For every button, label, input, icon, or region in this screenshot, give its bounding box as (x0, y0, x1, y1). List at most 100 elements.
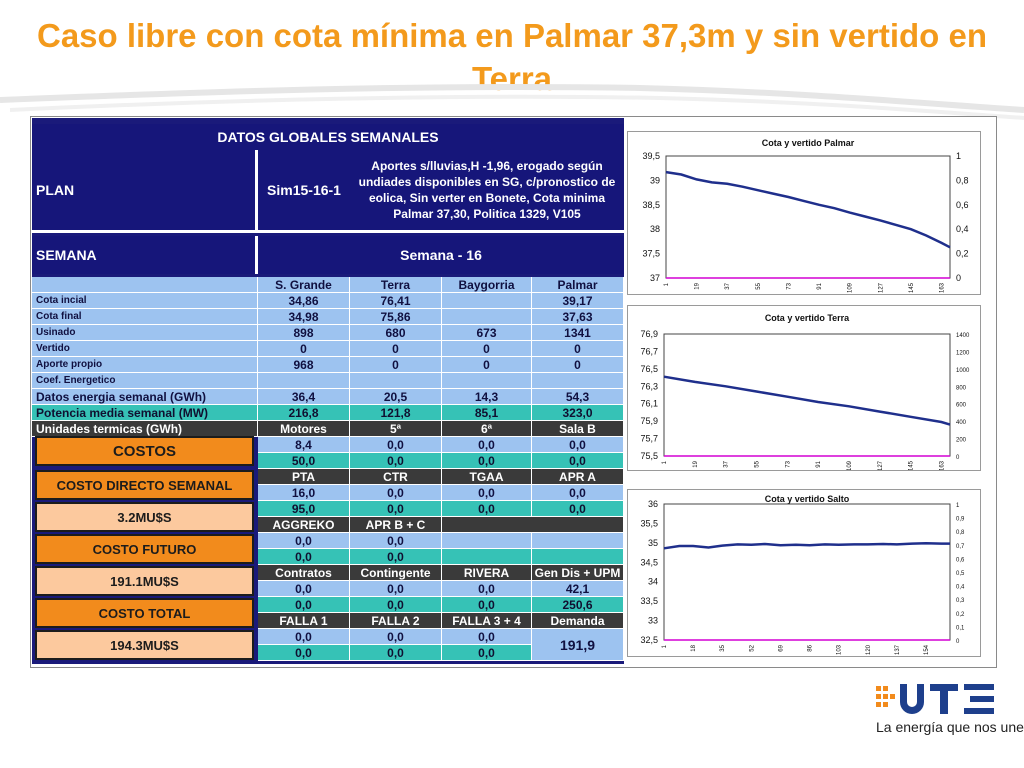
plot-area (665, 155, 951, 279)
row-value: 1341 (532, 325, 624, 341)
row-value: 680 (350, 325, 442, 341)
row-value: 0 (258, 341, 350, 357)
potencia-label: Potencia media semanal (MW) (32, 405, 258, 421)
costos-label: COSTOS (35, 436, 254, 466)
cost-value: 0,0 (350, 629, 442, 645)
cost-value: 0,0 (532, 437, 624, 453)
cost-column-header: Gen Dis + UPM (532, 565, 624, 581)
cost-value: 0,0 (532, 485, 624, 501)
x-tick-label: 127 (878, 460, 884, 470)
x-tick-label: 55 (756, 282, 762, 289)
empty-cell (532, 533, 624, 549)
x-tick-label: 145 (909, 282, 915, 293)
cost-column-header: FALLA 1 (258, 613, 350, 629)
empty-cell (442, 533, 532, 549)
y-tick-label: 76,9 (640, 329, 658, 339)
y2-tick-label: 0,1 (956, 625, 965, 631)
termicas-header: 5ª (350, 421, 442, 437)
row-value (350, 373, 442, 389)
decorative-swoosh (0, 83, 1024, 120)
plan-description: Aportes s/lluvias,H -1,96, erogado según… (350, 150, 624, 230)
empty-cell (442, 549, 532, 565)
potencia-value: 216,8 (258, 405, 350, 421)
x-tick-label: 154 (924, 644, 930, 655)
potencia-value: 121,8 (350, 405, 442, 421)
row-value: 0 (532, 341, 624, 357)
cost-value: 0,0 (258, 645, 350, 661)
x-tick-label: 19 (695, 282, 701, 289)
y-tick-label: 37,5 (642, 249, 660, 259)
row-value (442, 309, 532, 325)
plot-area (663, 333, 951, 457)
y-tick-label: 33 (648, 616, 658, 626)
chart-svg: Cota y vertido Palmar 39,5 39 38,5 38 37,5 37 1… (642, 138, 969, 293)
chart-palmar: Cota y vertido Palmar 39,5 39 38,5 38 37,5 37 1… (627, 131, 981, 295)
cost-value: 42,1 (532, 581, 624, 597)
x-tick-label: 120 (866, 644, 872, 655)
y-tick-label: 75,9 (640, 416, 658, 426)
y2-tick-label: 0,3 (956, 598, 965, 604)
costo-directo-label: COSTO DIRECTO SEMANAL (35, 470, 254, 500)
demanda-value: 191,9 (532, 629, 624, 661)
x-tick-label: 1 (662, 460, 668, 464)
plan-id: Sim15-16-1 (258, 150, 350, 230)
y2-tick-label: 0 (956, 639, 960, 645)
data-table: DATOS GLOBALES SEMANALES PLAN Sim15-16-1… (32, 118, 624, 664)
y-tick-label: 38,5 (642, 200, 660, 210)
energia-value: 54,3 (532, 389, 624, 405)
x-tick-label: 109 (848, 282, 854, 293)
row-value: 673 (442, 325, 532, 341)
x-tick-label: 127 (878, 282, 884, 293)
y-tick-label: 35,5 (640, 518, 658, 528)
termicas-header: Motores (258, 421, 350, 437)
y-tick-label: 76,7 (640, 346, 658, 356)
chart-svg: Cota y vertido Salto 36 35,5 35 34,5 34 33,5 33… (640, 494, 965, 655)
y2-tick-label: 0,8 (956, 175, 969, 185)
termicas-header: Sala B (532, 421, 624, 437)
y-tick-label: 39 (650, 175, 660, 185)
x-tick-label: 18 (691, 644, 697, 651)
header-filler (442, 517, 624, 533)
energia-value: 20,5 (350, 389, 442, 405)
row-label: Coef. Energetico (32, 373, 258, 389)
row-label: Aporte propio (32, 357, 258, 373)
x-tick-label: 145 (909, 460, 915, 470)
cost-column-header: AGGREKO (258, 517, 350, 533)
cost-value: 0,0 (350, 533, 442, 549)
y2-tick-label: 0,2 (956, 249, 969, 259)
row-label: Vertido (32, 341, 258, 357)
x-tick-label: 52 (749, 644, 755, 651)
row-value (532, 373, 624, 389)
y2-tick-label: 0 (956, 273, 961, 283)
row-value: 898 (258, 325, 350, 341)
cost-column-header: Contratos (258, 565, 350, 581)
cost-value: 0,0 (350, 549, 442, 565)
row-value: 0 (350, 357, 442, 373)
row-value: 968 (258, 357, 350, 373)
empty-cell (532, 549, 624, 565)
y-tick-label: 76,1 (640, 399, 658, 409)
x-tick-label: 1 (664, 282, 670, 286)
cost-column-header: TGAA (442, 469, 532, 485)
logo-tagline: La energía que nos une (876, 719, 1024, 735)
row-value: 0 (532, 357, 624, 373)
energia-value: 36,4 (258, 389, 350, 405)
y-tick-label: 35 (648, 538, 658, 548)
x-tick-label: 19 (693, 460, 699, 467)
chart-title: Cota y vertido Palmar (762, 138, 855, 148)
row-value: 34,86 (258, 293, 350, 309)
cost-column-header: FALLA 3 + 4 (442, 613, 532, 629)
row-value (442, 293, 532, 309)
slide-title: Caso libre con cota mínima en Palmar 37,… (36, 17, 987, 97)
cost-column-header: RIVERA (442, 565, 532, 581)
y2-tick-label: 0,8 (956, 530, 965, 536)
chart-title: Cota y vertido Terra (765, 313, 850, 323)
y2-tick-label: 0,4 (956, 224, 969, 234)
cost-value: 0,0 (258, 549, 350, 565)
cost-value: 0,0 (350, 453, 442, 469)
x-tick-label: 55 (754, 460, 760, 467)
chart-terra: Cota y vertido Terra 76,9 76,7 76,5 76,3 76,1… (627, 305, 981, 471)
cost-value: 0,0 (350, 437, 442, 453)
column-header: Baygorria (442, 277, 532, 293)
y2-tick-label: 0,6 (956, 200, 969, 210)
